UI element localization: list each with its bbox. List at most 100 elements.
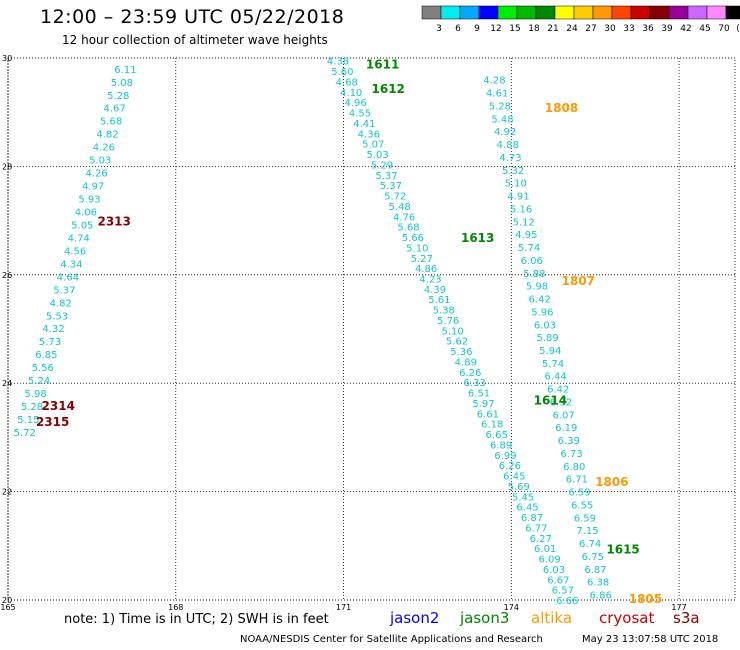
- legend-label: 9: [474, 24, 480, 34]
- wave-height-value: 6.07: [552, 410, 574, 421]
- wave-height-value: 6.03: [534, 320, 556, 331]
- wave-height-value: 6.33: [464, 378, 486, 389]
- wave-height-value: 5.48: [491, 114, 513, 125]
- legend-swatch: [554, 5, 575, 20]
- satellite-cryosat-label: cryosat: [599, 609, 655, 627]
- map-subtitle: 12 hour collection of altimeter wave hei…: [62, 33, 328, 47]
- wave-height-value: 5.03: [366, 150, 388, 161]
- lon-tick-label: 168: [168, 603, 183, 612]
- wave-height-value: 4.06: [75, 208, 97, 219]
- satellite-jason3-label: jason3: [460, 609, 510, 627]
- legend-swatch: [649, 5, 670, 20]
- wave-height-value: 6.66: [556, 596, 578, 607]
- legend-swatch: [478, 5, 499, 20]
- wave-height-value: 6.09: [538, 555, 560, 566]
- wave-height-value: 5.45: [512, 492, 534, 503]
- map-grid: [7, 57, 736, 601]
- wave-height-value: 5.36: [450, 347, 472, 358]
- wave-height-value: 6.80: [563, 462, 585, 473]
- generated-timestamp: May 23 13:07:58 UTC 2018: [582, 634, 719, 645]
- wave-height-value: 4.95: [515, 230, 537, 241]
- wave-height-value: 4.41: [353, 119, 375, 130]
- wave-height-value: 6.19: [555, 423, 577, 434]
- wave-height-value: 4.97: [82, 182, 104, 193]
- wave-height-value: 6.59: [568, 488, 590, 499]
- wave-height-value: 6.87: [584, 565, 606, 576]
- pass-label: 1614: [534, 393, 567, 407]
- lat-tick-label: 26: [2, 271, 12, 280]
- wave-height-value: 4.55: [349, 109, 371, 120]
- legend-label: 70: [718, 24, 730, 34]
- legend-swatch: [421, 5, 442, 20]
- legend-label: 21: [547, 24, 558, 34]
- legend-swatch: [535, 5, 556, 20]
- legend-swatch: [706, 5, 727, 20]
- wave-height-value: 5.15: [17, 415, 39, 426]
- wave-height-value: 4.82: [50, 298, 72, 309]
- wave-height-value: 5.37: [375, 171, 397, 182]
- lon-tick-label: 174: [504, 603, 519, 612]
- map-axes: 165 168 171 174 177 20 22 24 26 28 30: [0, 54, 686, 612]
- wave-height-value: 6.61: [477, 409, 499, 420]
- wave-height-value: 5.38: [433, 306, 455, 317]
- wave-height-value: 6.51: [468, 389, 490, 400]
- wave-height-value: 6.06: [521, 256, 543, 267]
- wave-height-value: 5.05: [71, 220, 93, 231]
- wave-height-value: 6.42: [547, 385, 569, 396]
- wave-height-value: 4.82: [96, 130, 118, 141]
- wave-height-value: 5.24: [28, 376, 50, 387]
- legend-swatch: [630, 5, 651, 20]
- wave-height-value: 4.73: [499, 153, 521, 164]
- wave-height-value: 6.55: [571, 500, 593, 511]
- wave-height-value: 5.72: [14, 428, 36, 439]
- wave-height-value: 5.32: [502, 166, 524, 177]
- pass-label: 2315: [36, 415, 69, 429]
- wave-height-value: 4.34: [60, 259, 82, 270]
- wave-height-value: 6.45: [516, 503, 538, 514]
- wave-height-value: 4.38: [327, 57, 349, 68]
- legend-label: (ft): [736, 24, 740, 34]
- wave-height-value: 6.89: [490, 440, 512, 451]
- wave-height-value: 4.88: [497, 140, 519, 151]
- legend-label: 12: [490, 24, 501, 34]
- wave-height-value: 5.10: [505, 179, 527, 190]
- lon-tick-label: 165: [0, 603, 15, 612]
- wave-height-value: 5.93: [78, 195, 100, 206]
- track-1611: 4.385.604.684.104.964.554.414.365.075.03…: [327, 57, 579, 607]
- wave-height-value: 5.74: [518, 243, 540, 254]
- wave-height-value: 6.38: [587, 578, 609, 589]
- wave-height-value: 5.56: [32, 363, 54, 374]
- wave-height-value: 4.28: [483, 76, 505, 87]
- legend-label: 3: [436, 24, 442, 34]
- wave-height-value: 5.53: [46, 311, 68, 322]
- wave-height-value: 5.37: [53, 285, 75, 296]
- legend-label: 24: [566, 24, 578, 34]
- wave-height-value: 5.94: [539, 346, 561, 357]
- pass-labels: 2313 2314 2315 1611 1612 1613 1614 1615 1808 1807…: [36, 57, 662, 606]
- lat-tick-label: 30: [2, 54, 12, 63]
- legend-swatch: [611, 5, 632, 20]
- legend-label: 36: [642, 24, 654, 34]
- wave-height-value: 6.01: [534, 544, 556, 555]
- wave-height-value: 5.68: [397, 223, 419, 234]
- legend-label: 15: [509, 24, 520, 34]
- legend-label: 45: [699, 24, 710, 34]
- pass-label: 1808: [545, 101, 578, 115]
- wave-height-value: 4.64: [57, 272, 79, 283]
- track-1808: 4.28 4.615.28 5.48 4.92 4.88 4.73 5.32 5.10 4.91…: [483, 76, 612, 602]
- wave-height-value: 5.16: [510, 204, 532, 215]
- wave-height-value: 4.61: [486, 89, 508, 100]
- legend-swatch: [592, 5, 613, 20]
- pass-label: 1612: [372, 82, 405, 96]
- wave-height-value: 5.72: [384, 192, 406, 203]
- legend-swatch: [573, 5, 594, 20]
- legend-swatch: [725, 5, 740, 20]
- wave-height-value: 5.98: [24, 389, 46, 400]
- pass-label: 1806: [595, 475, 628, 489]
- track-2313: 6.11 5.08 5.28 4.67 5.68 4.82 4.26 5.03 4.26 4.97…: [14, 65, 137, 439]
- wave-height-value: 5.48: [389, 202, 411, 213]
- legend-swatch: [687, 5, 708, 20]
- wave-height-value: 4.26: [93, 143, 115, 154]
- wave-height-value: 6.26: [499, 461, 521, 472]
- wave-height-value: 4.74: [68, 233, 90, 244]
